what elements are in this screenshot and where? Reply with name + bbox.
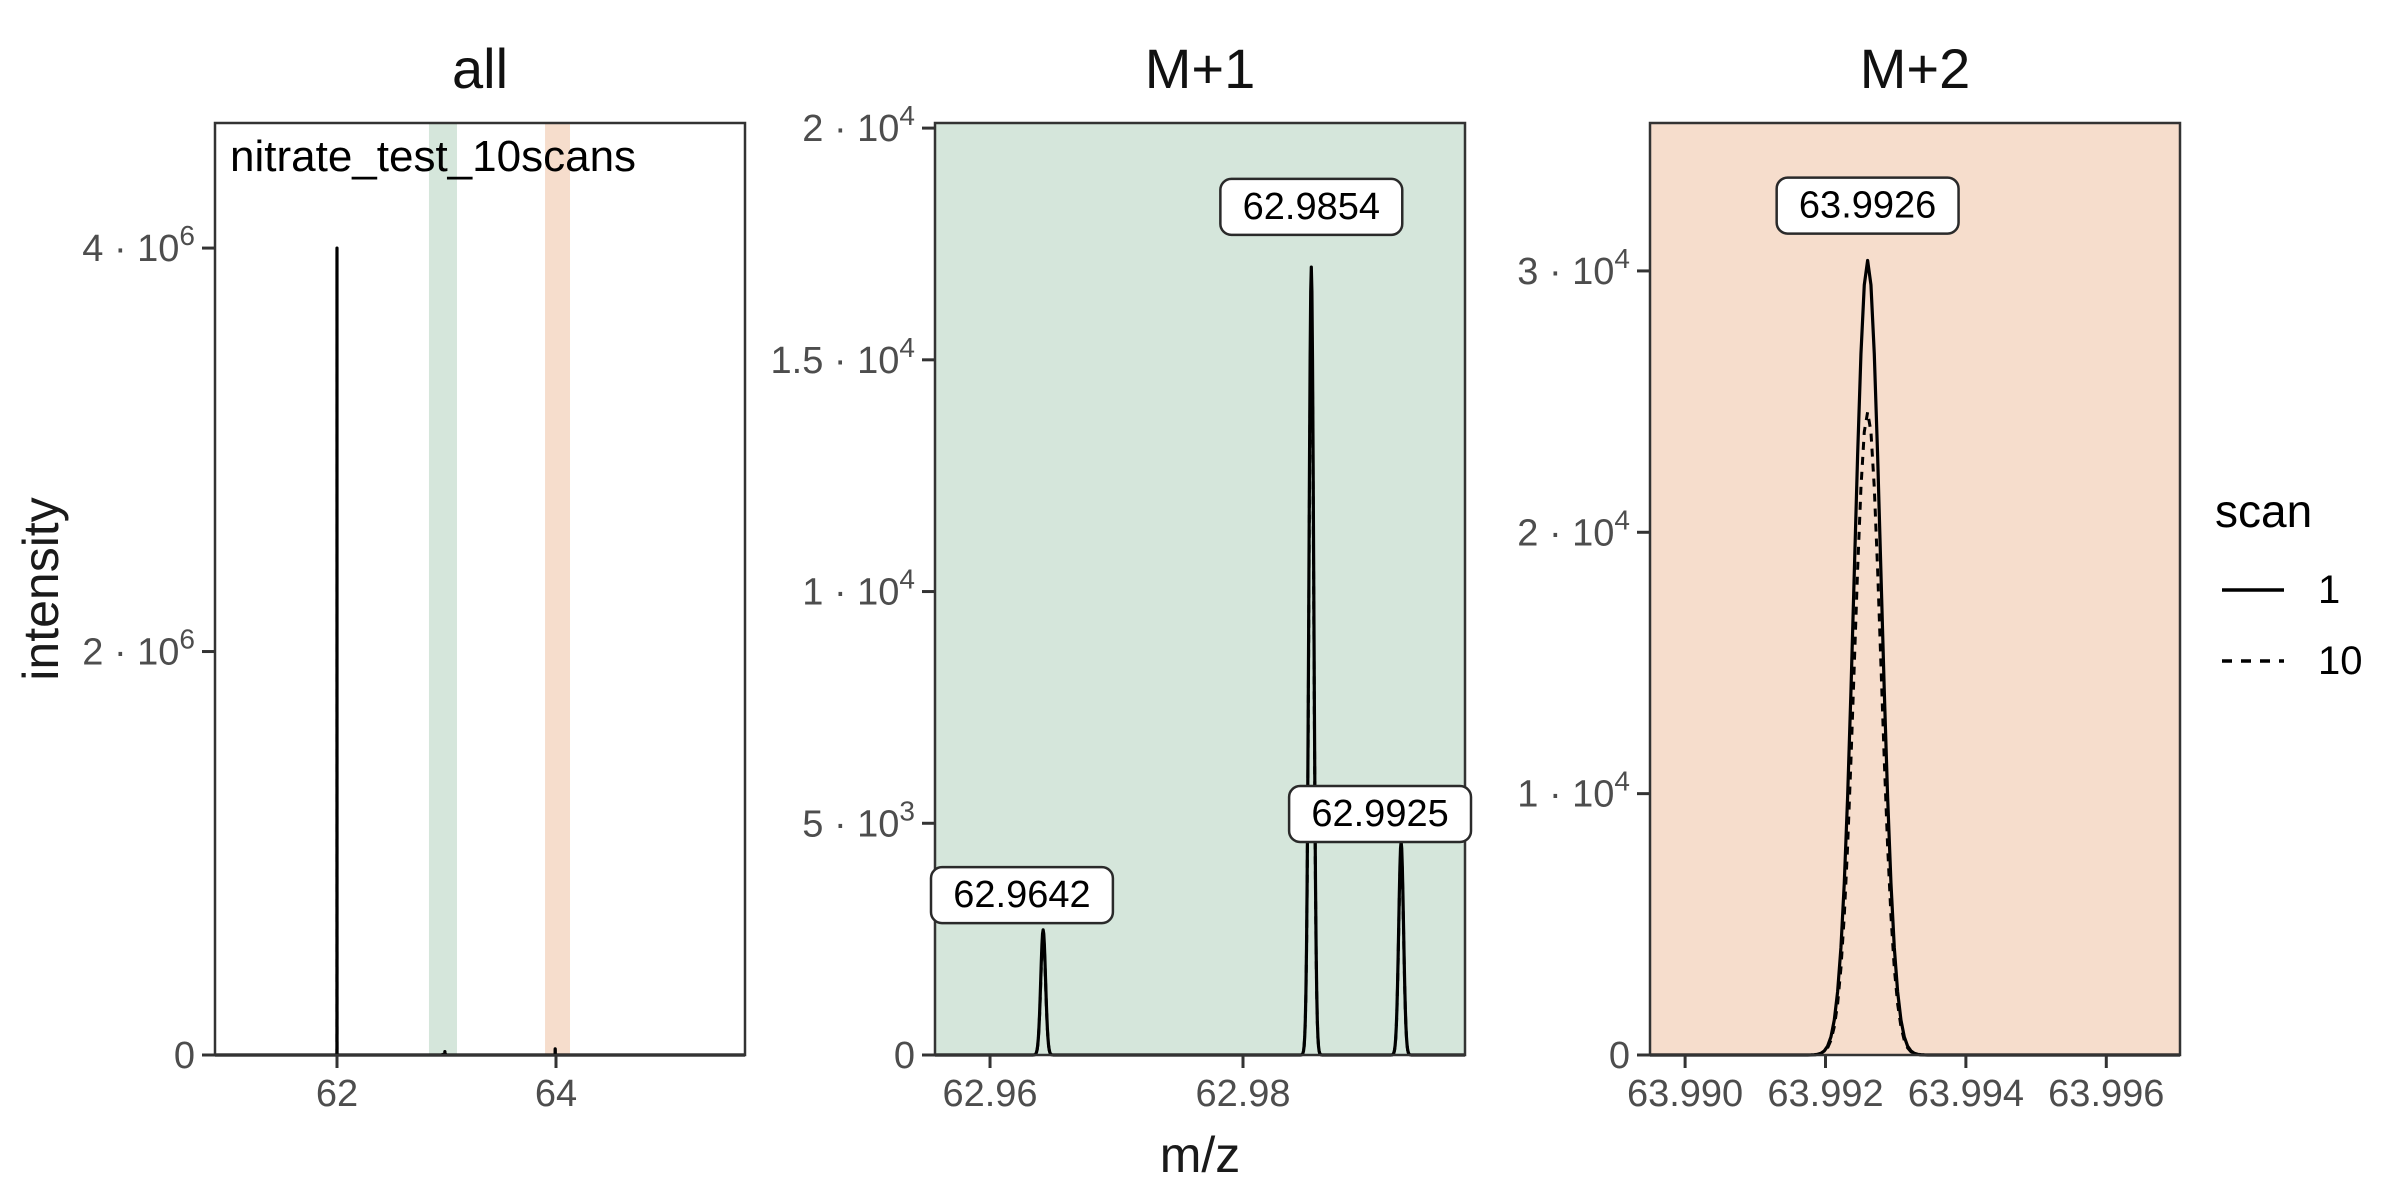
y-axis-label: intensity xyxy=(13,497,69,680)
y-tick-label-2 · 10^4: 2 · 104 xyxy=(802,100,915,150)
x-tick-label-63.992: 63.992 xyxy=(1767,1073,1883,1115)
panel-m1: 62.96 62.98 0 5 · 103 1 · 104 1.5 · 104 2 · 10… xyxy=(771,100,1473,1115)
peak-label-62.9642: 62.9642 xyxy=(929,865,1115,925)
panel-m2-background xyxy=(1650,123,2180,1055)
peak-label-text-63.9926: 63.9926 xyxy=(1799,185,1936,227)
peak-label-62.9925: 62.9925 xyxy=(1287,784,1473,844)
panel-all-background xyxy=(215,123,745,1055)
peak-label-text-62.9642: 62.9642 xyxy=(953,874,1090,916)
panel-title-m2: M+2 xyxy=(1860,37,1971,100)
x-tick-label-62: 62 xyxy=(316,1073,358,1115)
y-tick-label-2 · 10^6: 2 · 106 xyxy=(82,624,195,674)
y-tick-label-0: 0 xyxy=(174,1035,195,1077)
highlight-band-m1 xyxy=(428,123,458,1055)
x-tick-label-63.990: 63.990 xyxy=(1627,1073,1743,1115)
x-tick-label-62.98: 62.98 xyxy=(1195,1073,1290,1115)
legend-entry-scan-10: 10 xyxy=(2318,639,2363,683)
peak-label-62.9854: 62.9854 xyxy=(1219,177,1404,237)
panel-all: 62 64 0 2 · 106 4 · 106 xyxy=(82,121,747,1115)
y-tick-label-1 · 10^4: 1 · 104 xyxy=(802,564,915,614)
legend-title: scan xyxy=(2215,485,2312,537)
peak-label-text-62.9854: 62.9854 xyxy=(1243,186,1380,228)
legend: scan 1 10 xyxy=(2215,485,2363,683)
panel-m2: 63.990 63.992 63.994 63.996 0 1 · 104 2 · 104 3… xyxy=(1517,121,2182,1115)
y-tick-label-1 · 10^4: 1 · 104 xyxy=(1517,766,1630,816)
panel-m2-scan10-line xyxy=(1650,410,2180,1057)
peak-label-box-63.9926 xyxy=(1775,176,1960,235)
x-tick-label-63.994: 63.994 xyxy=(1908,1073,2024,1115)
panel-m1-scan1-line xyxy=(935,265,1465,1057)
peak-label-text-62.9925: 62.9925 xyxy=(1311,793,1448,835)
y-tick-label-3 · 10^4: 3 · 104 xyxy=(1517,243,1630,293)
x-tick-label-64: 64 xyxy=(535,1073,577,1115)
x-axis-label: m/z xyxy=(1160,1127,1241,1183)
peak-label-63.9926: 63.9926 xyxy=(1775,176,1960,235)
y-tick-label-2 · 10^4: 2 · 104 xyxy=(1517,504,1630,554)
panel-m2-border xyxy=(1648,121,2182,1057)
panel-m1-scan10-line xyxy=(935,298,1465,1057)
peak-label-box-62.9642 xyxy=(929,865,1115,925)
sample-name-annotation: nitrate_test_10scans xyxy=(230,132,636,181)
y-tick-label-5 · 10^3: 5 · 103 xyxy=(802,795,915,845)
peak-label-box-62.9925 xyxy=(1287,784,1473,844)
x-tick-label-62.96: 62.96 xyxy=(942,1073,1037,1115)
panel-title-m1: M+1 xyxy=(1145,37,1256,100)
x-tick-label-63.996: 63.996 xyxy=(2048,1073,2164,1115)
y-tick-label-0: 0 xyxy=(1609,1035,1630,1077)
y-tick-label-4 · 10^6: 4 · 106 xyxy=(82,220,195,270)
peak-label-box-62.9854 xyxy=(1219,177,1404,237)
y-tick-label-0: 0 xyxy=(894,1035,915,1077)
plot-panels-layer: 62 64 0 2 · 106 4 · 106 62.96 62.98 0 5 · 103 1 ·… xyxy=(82,100,2182,1115)
panel-all-border xyxy=(213,121,747,1057)
y-tick-label-1.5 · 10^4: 1.5 · 104 xyxy=(771,332,915,382)
legend-entry-scan-1: 1 xyxy=(2318,568,2340,612)
highlight-band-m2 xyxy=(545,123,571,1055)
panel-m1-border xyxy=(933,121,1467,1057)
panel-title-all: all xyxy=(452,37,508,100)
